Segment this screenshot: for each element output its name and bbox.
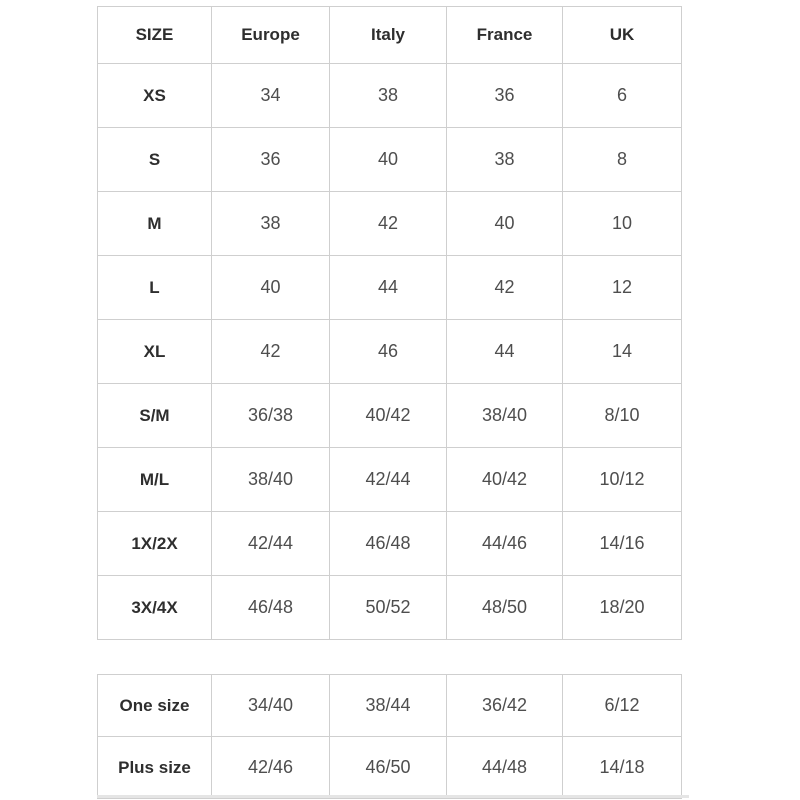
table-row: M/L 38/40 42/44 40/42 10/12: [97, 447, 682, 512]
header-cell-france: France: [446, 6, 563, 64]
header-row: SIZE Europe Italy France UK: [97, 6, 682, 64]
value-cell: 38/40: [211, 447, 330, 512]
value-cell: 38: [446, 127, 563, 192]
table-row: One size 34/40 38/44 36/42 6/12: [97, 674, 682, 737]
value-cell: 40: [446, 191, 563, 256]
value-cell: 46/48: [329, 511, 447, 576]
table-row: L 40 44 42 12: [97, 255, 682, 320]
size-cell: Plus size: [97, 736, 212, 799]
value-cell: 8: [562, 127, 682, 192]
value-cell: 14: [562, 319, 682, 384]
value-cell: 42: [329, 191, 447, 256]
special-sizes-table: One size 34/40 38/44 36/42 6/12 Plus siz…: [97, 674, 682, 799]
size-cell: 3X/4X: [97, 575, 212, 640]
table-row: 1X/2X 42/44 46/48 44/46 14/16: [97, 511, 682, 576]
table-row: XS 34 38 36 6: [97, 63, 682, 128]
size-cell: L: [97, 255, 212, 320]
value-cell: 44: [329, 255, 447, 320]
table-row: 3X/4X 46/48 50/52 48/50 18/20: [97, 575, 682, 640]
value-cell: 10: [562, 191, 682, 256]
value-cell: 42: [211, 319, 330, 384]
value-cell: 10/12: [562, 447, 682, 512]
size-cell: S/M: [97, 383, 212, 448]
value-cell: 38/44: [329, 674, 447, 737]
size-conversion-table: SIZE Europe Italy France UK XS 34 38 36 …: [97, 6, 682, 640]
header-cell-europe: Europe: [211, 6, 330, 64]
size-cell: XL: [97, 319, 212, 384]
size-conversion-section: SIZE Europe Italy France UK XS 34 38 36 …: [97, 6, 682, 799]
value-cell: 36: [446, 63, 563, 128]
value-cell: 50/52: [329, 575, 447, 640]
table-row: Plus size 42/46 46/50 44/48 14/18: [97, 736, 682, 799]
header-cell-uk: UK: [562, 6, 682, 64]
size-cell: 1X/2X: [97, 511, 212, 576]
value-cell: 36/38: [211, 383, 330, 448]
value-cell: 42/44: [211, 511, 330, 576]
table-row: S 36 40 38 8: [97, 127, 682, 192]
value-cell: 40/42: [329, 383, 447, 448]
value-cell: 44: [446, 319, 563, 384]
value-cell: 40: [211, 255, 330, 320]
table-row: M 38 42 40 10: [97, 191, 682, 256]
value-cell: 46: [329, 319, 447, 384]
value-cell: 36: [211, 127, 330, 192]
value-cell: 18/20: [562, 575, 682, 640]
size-cell: M/L: [97, 447, 212, 512]
value-cell: 8/10: [562, 383, 682, 448]
value-cell: 44/46: [446, 511, 563, 576]
size-cell: XS: [97, 63, 212, 128]
size-cell: M: [97, 191, 212, 256]
value-cell: 14/18: [562, 736, 682, 799]
value-cell: 34/40: [211, 674, 330, 737]
value-cell: 38: [329, 63, 447, 128]
value-cell: 38: [211, 191, 330, 256]
value-cell: 42/46: [211, 736, 330, 799]
value-cell: 46/50: [329, 736, 447, 799]
header-cell-size: SIZE: [97, 6, 212, 64]
header-cell-italy: Italy: [329, 6, 447, 64]
size-cell: One size: [97, 674, 212, 737]
value-cell: 40: [329, 127, 447, 192]
value-cell: 48/50: [446, 575, 563, 640]
value-cell: 6/12: [562, 674, 682, 737]
value-cell: 46/48: [211, 575, 330, 640]
value-cell: 42: [446, 255, 563, 320]
size-cell: S: [97, 127, 212, 192]
value-cell: 38/40: [446, 383, 563, 448]
below-fold-divider: [97, 795, 689, 798]
value-cell: 40/42: [446, 447, 563, 512]
value-cell: 42/44: [329, 447, 447, 512]
value-cell: 14/16: [562, 511, 682, 576]
value-cell: 6: [562, 63, 682, 128]
table-row: S/M 36/38 40/42 38/40 8/10: [97, 383, 682, 448]
value-cell: 36/42: [446, 674, 563, 737]
value-cell: 12: [562, 255, 682, 320]
value-cell: 44/48: [446, 736, 563, 799]
table-row: XL 42 46 44 14: [97, 319, 682, 384]
value-cell: 34: [211, 63, 330, 128]
